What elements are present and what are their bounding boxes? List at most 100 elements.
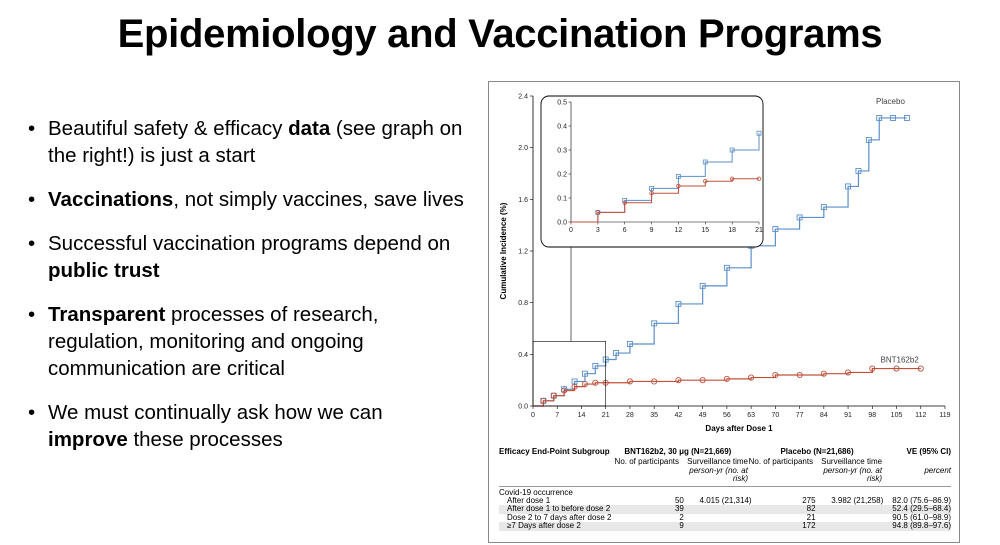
table-cell-p-time: 3.982 (21,258) [831,496,884,506]
table-cell-p-n: 21 [806,512,816,522]
efficacy-table: Efficacy End-Point Subgroup BNT162b2, 30… [499,447,952,531]
bullet-text: , not simply vaccines, save lives [173,188,464,211]
vaccine-point [772,371,779,379]
inset-y-tick-label: 0.1 [557,196,567,203]
inset-vaccine-line [571,178,759,223]
bullet-icon: • [28,117,36,140]
inset-vaccine-point [595,210,601,215]
bullet-icon: • [28,303,36,326]
bullet-item: • Successful vaccination programs depend … [28,230,468,284]
table-header-ve: VE (95% CI) [906,447,951,456]
x-tick-label: 70 [771,412,779,419]
placebo-point [865,136,872,143]
vaccine-label: BNT162b2 [881,356,920,365]
placebo-point [581,370,588,377]
placebo-point [820,204,827,211]
inset-placebo-point [756,130,762,136]
bullet-text: processes of research, regulation, monit… [48,303,379,380]
table-cell-ve: 90.5 (61.0–98.9) [892,512,952,522]
table-cell-p-time [816,514,884,522]
vaccine-point [571,383,578,390]
bullet-text: (see graph on the right!) is just a star… [48,117,463,167]
table-row: After dose 1 to before dose 2 39 82 52.4 (2… [499,504,951,514]
placebo-point [903,115,910,121]
inset-y-tick-label: 0.0 [557,220,567,227]
x-axis-label: Days after Dose 1 [705,424,773,433]
y-tick-label: 0.4 [518,352,528,359]
bullet-icon: • [28,401,36,424]
bullet-icon: • [28,188,36,211]
y-tick-label: 1.2 [518,249,528,256]
inset-placebo-point [676,174,681,179]
x-tick-label: 49 [699,412,707,419]
zoom-region [532,341,607,407]
inset-y-tick-label: 0.4 [557,124,567,131]
table-subheader-participants: No. of participants [748,457,814,467]
bullet-item: • Beautiful safety & efficacy data (see g… [28,115,468,169]
vaccine-point [699,377,706,384]
x-tick-label: 63 [747,412,755,419]
x-tick-label: 14 [578,412,586,419]
table-cell-ve: 94.8 (89.8–97.6) [892,521,952,531]
inset-placebo-point [729,147,735,153]
vaccine-point [581,380,588,388]
x-tick-label: 98 [868,412,876,419]
table-subheader-surveillance: Surveillance time [821,457,883,467]
inset-frame [540,95,764,248]
table-subheader-participants: No. of participants [614,457,680,467]
y-tick-label: 2.0 [518,145,528,152]
x-tick-label: 77 [796,412,804,419]
y-tick-label: 0.0 [518,404,528,411]
inset-y-tick-label: 0.2 [557,172,567,179]
table-cell-p-n: 82 [806,504,816,514]
x-tick-label: 42 [675,412,683,419]
table-cell-ve: 82.0 (75.6–86.9) [892,496,952,506]
table-cell-p-time [816,522,884,530]
bullet-list: • Beautiful safety & efficacy data (see g… [28,115,468,470]
placebo-point [675,301,682,307]
bullet-item: • Transparent processes of research, regu… [28,301,468,382]
inset-placebo-point [702,159,708,165]
table-header-vaccine: BNT162b2, 30 μg (N=21,669) [624,447,732,456]
placebo-point [699,282,706,289]
vaccine-point [561,387,568,394]
efficacy-figure: 0 7 14 21 28 35 42 49 56 63 70 77 84 91 98 105 112 119 0.0… [488,81,960,543]
x-tick-label: 112 [915,412,926,419]
table-cell-v-n: 9 [679,521,684,531]
inset-x-tick-label: 21 [755,227,763,234]
y-tick-label: 1.6 [518,197,528,204]
vaccine-point [626,378,633,385]
inset-placebo-point [649,186,654,191]
x-tick-label: 7 [555,412,559,419]
table-row: After dose 1 50 4.015 (21,314) 275 3.982 (21… [499,496,952,506]
vaccine-point [540,397,547,404]
vaccine-point [748,374,755,381]
table-cell-p-time [816,505,884,513]
table-cell-label: ≥7 Days after dose 2 [507,521,581,531]
vaccine-point [869,365,876,372]
inset-vaccine-point [729,176,735,181]
table-cell-label: Dose 2 to 7 days after dose 2 [507,512,612,522]
x-tick-label: 84 [820,412,828,419]
inset-y-tick-label: 0.5 [557,100,567,107]
table-cell-v-n: 50 [674,496,684,506]
bullet-text: these processes [127,428,283,451]
vaccine-series-line [533,367,921,407]
table-cell-v-time [684,514,752,522]
placebo-point [723,264,730,271]
vaccine-point [917,365,924,372]
y-tick-label: 0.8 [518,300,528,307]
cumulative-incidence-chart: 0 7 14 21 28 35 42 49 56 63 70 77 84 91 98 105 112 1190.0… [499,94,951,434]
y-tick-label: 2.4 [518,94,528,101]
table-cell-v-time [684,522,752,530]
placebo-point [796,214,803,221]
placebo-point [876,115,883,121]
inset-x-tick-label: 15 [701,227,709,234]
page-title: Epidemiology and Vaccination Programs [117,12,883,56]
placebo-point [772,226,779,232]
x-tick-label: 56 [723,412,731,419]
placebo-point [845,183,852,190]
placebo-point [890,115,897,121]
bullet-icon: • [28,232,36,255]
inset-x-tick-label: 3 [596,227,600,234]
